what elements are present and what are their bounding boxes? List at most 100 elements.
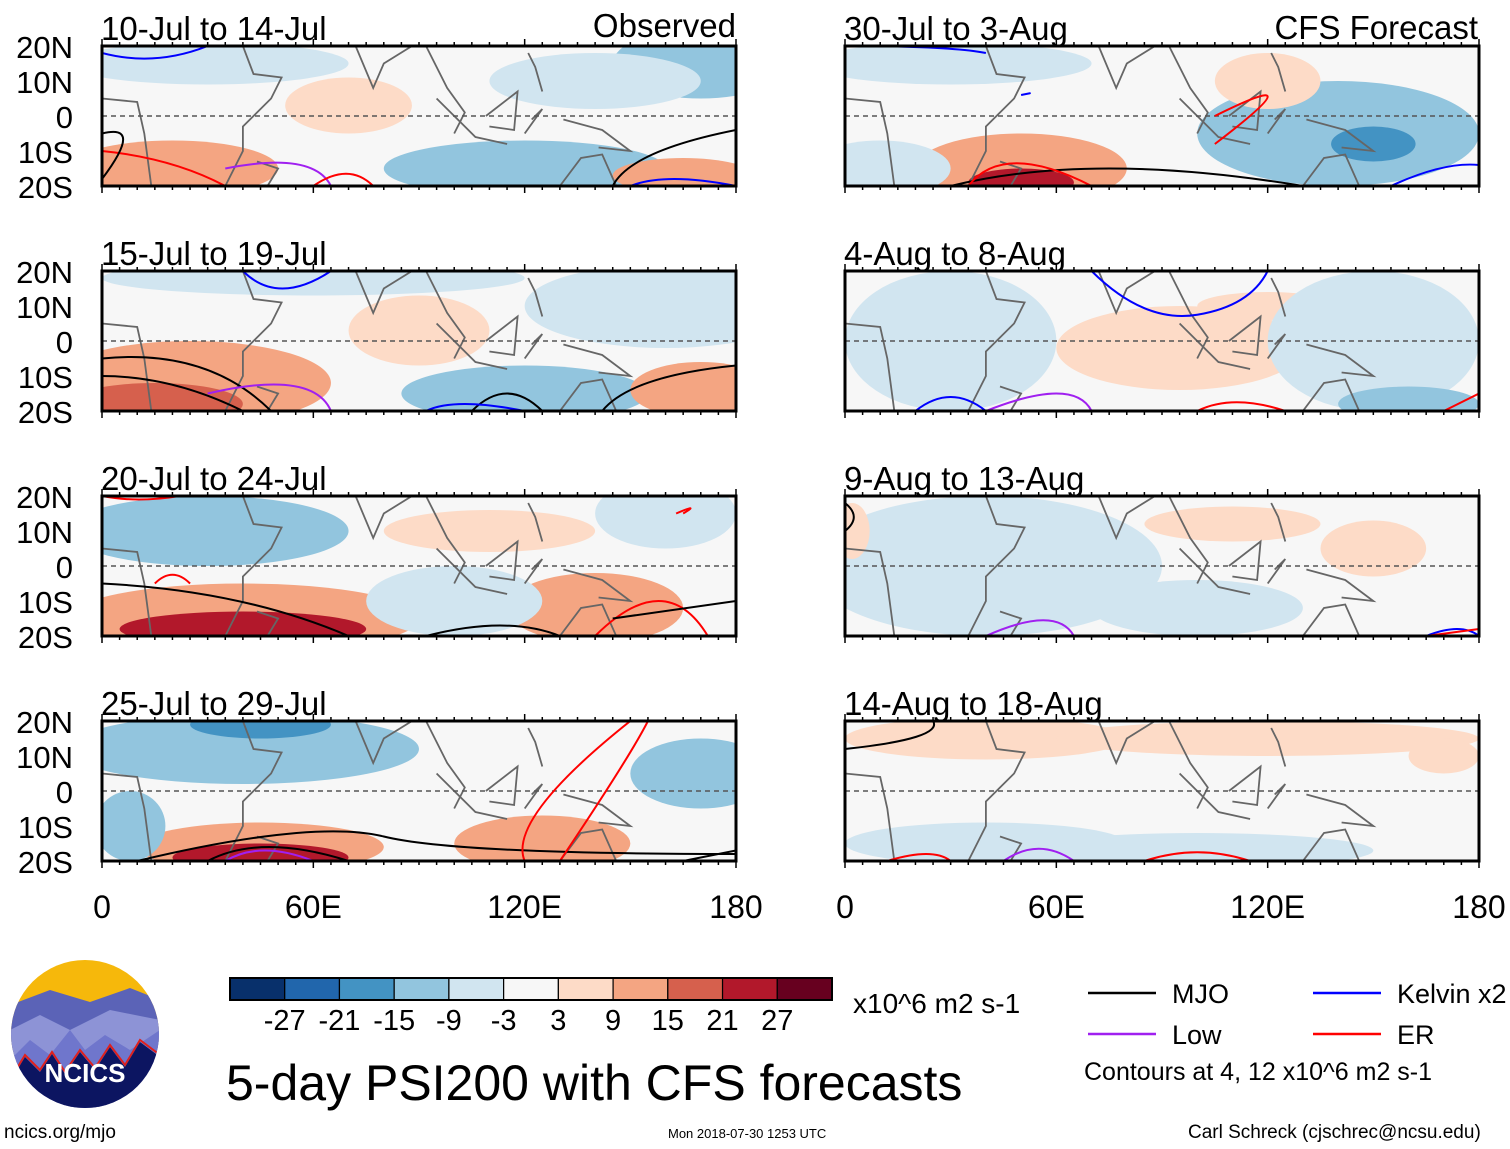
coastline: [563, 568, 634, 603]
wave-contour: [683, 849, 736, 861]
wave-contour: [914, 396, 987, 411]
coastline: [845, 772, 896, 861]
coastline: [1270, 52, 1287, 92]
coastline: [527, 277, 544, 317]
coastline: [527, 502, 544, 542]
psi-anomaly-region: [915, 133, 1127, 186]
x-tick-label: 120E: [1230, 889, 1305, 925]
wave-contour: [629, 178, 736, 186]
wave-contour: [102, 356, 272, 411]
psi-anomaly-region: [383, 510, 596, 552]
psi-anomaly-region: [595, 496, 736, 549]
x-tick-label: 60E: [1028, 889, 1085, 925]
psi-anomaly-region: [1091, 580, 1303, 636]
colorbar-label: 21: [706, 1005, 738, 1037]
coastline: [102, 547, 153, 636]
wave-contour: [845, 502, 855, 532]
coastline: [1168, 46, 1209, 134]
wave-contour: [102, 582, 349, 636]
coastline: [527, 727, 544, 767]
coastline: [1306, 793, 1377, 828]
psi-anomaly-region: [630, 738, 736, 809]
colorbar-label: -3: [491, 1005, 517, 1037]
colorbar-swatch: [667, 977, 724, 1001]
coastline: [563, 793, 634, 828]
y-tick-label: 20N: [16, 480, 73, 515]
coastline: [1302, 153, 1361, 186]
psi-anomaly-region: [1056, 306, 1303, 390]
psi-anomaly-region: [1338, 386, 1479, 411]
wave-contour: [1196, 401, 1286, 411]
y-tick-label: 0: [56, 100, 73, 135]
colorbar-label: -27: [264, 1005, 306, 1037]
y-tick-label: 0: [56, 550, 73, 585]
psi-anomaly-region: [1267, 271, 1479, 411]
x-tick-label: 0: [93, 889, 111, 925]
coastline: [1270, 502, 1287, 542]
footer-url[interactable]: ncics.org/mjo: [4, 1122, 116, 1143]
legend-label: ER: [1397, 1020, 1435, 1050]
y-tick-label: 10N: [16, 65, 73, 100]
colorbar-label: -21: [318, 1005, 360, 1037]
coastline: [354, 46, 413, 91]
colorbar-swatch: [229, 977, 286, 1001]
coastline: [224, 721, 283, 861]
coastline: [1178, 547, 1251, 595]
wave-contour: [559, 721, 649, 861]
wave-contour: [312, 172, 374, 186]
psi-anomaly-region: [102, 721, 419, 784]
coastline: [967, 46, 1026, 186]
coastline: [1306, 343, 1377, 378]
colorbar-units: x10^6 m2 s-1: [853, 988, 1021, 1019]
coastline: [354, 721, 413, 766]
psi-anomaly-region: [489, 53, 701, 109]
x-tick-label: 120E: [487, 889, 562, 925]
coastline: [425, 271, 466, 359]
colorbar-swatch: [448, 977, 505, 1001]
psi-anomaly-region: [102, 46, 349, 85]
y-tick-label: 20S: [18, 170, 73, 205]
column-label: Observed: [593, 7, 736, 44]
wave-contour: [425, 403, 525, 411]
coastline: [435, 547, 508, 595]
wave-contour: [521, 721, 631, 861]
coastline: [485, 314, 519, 357]
coastline: [224, 496, 283, 636]
ncics-logo: NCICS: [11, 960, 159, 1108]
coastline: [1178, 322, 1251, 370]
coastline: [485, 764, 519, 807]
y-tick-label: 20S: [18, 395, 73, 430]
psi-anomaly-region: [845, 496, 1162, 636]
wave-contour: [102, 130, 125, 180]
map-content: [845, 721, 1479, 861]
coastline: [425, 46, 466, 134]
coastline: [845, 547, 896, 636]
psi-anomaly-region: [348, 295, 490, 366]
wave-contour: [102, 375, 244, 411]
wave-contour: [950, 167, 1304, 186]
wave-contour: [675, 507, 692, 515]
wave-contour: [102, 46, 209, 60]
panel-title: 20-Jul to 24-Jul: [101, 460, 327, 497]
map-content: [102, 496, 736, 636]
wave-contour: [594, 600, 709, 636]
map-panel: 4-Aug to 8-Aug: [843, 235, 1481, 418]
colorbar-swatch: [503, 977, 559, 1001]
coastline: [1168, 721, 1209, 809]
coastline: [1270, 277, 1287, 317]
coastline: [559, 153, 618, 186]
coastline: [967, 496, 1026, 636]
map-content: [102, 271, 736, 411]
map-panel: 14-Aug to 18-Aug: [843, 685, 1481, 868]
psi-anomaly-region: [845, 721, 1127, 760]
wave-contour: [102, 150, 226, 186]
psi-anomaly-region: [1021, 833, 1374, 861]
psi-anomaly-region: [1331, 126, 1416, 162]
y-tick-label: 20S: [18, 845, 73, 880]
map-panel: 30-Jul to 3-Aug: [843, 10, 1481, 193]
colorbar-frame: [229, 977, 833, 1001]
coastline: [1306, 118, 1377, 153]
psi-anomaly-region: [102, 496, 349, 566]
